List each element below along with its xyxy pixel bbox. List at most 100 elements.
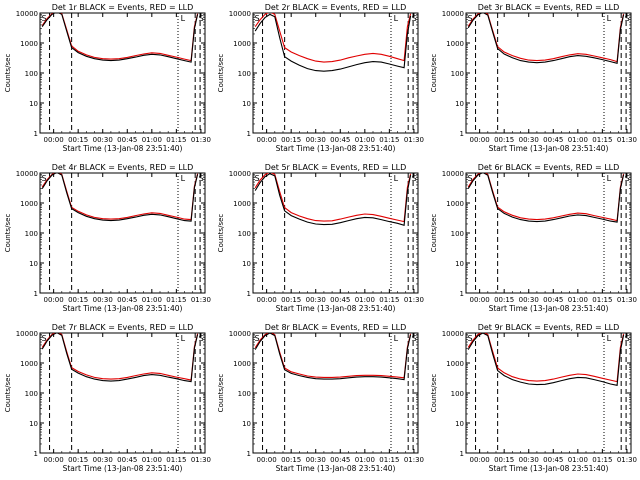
y-axis-label: Counts/sec	[430, 374, 438, 413]
x-tick-label: 01:30	[617, 296, 637, 304]
y-tick-label: 1000	[20, 200, 38, 208]
marker-label-s: S	[199, 334, 204, 343]
marker-label-l: L	[181, 174, 186, 183]
panel-det-7: Det 7r BLACK = Events, RED = LLD 1 10 100 10…	[4, 323, 211, 473]
y-tick-label: 10	[455, 260, 464, 268]
y-tick-label: 100	[25, 390, 38, 398]
x-tick-label: 01:30	[404, 136, 424, 144]
x-tick-label: 01:15	[379, 136, 399, 144]
y-tick-label: 10000	[229, 10, 251, 18]
marker-label-l: L	[181, 14, 186, 23]
x-tick-label: 00:15	[281, 136, 301, 144]
x-tick-label: 01:00	[355, 296, 375, 304]
panel-title: Det 8r BLACK = Events, RED = LLD	[265, 323, 407, 332]
panel-title: Det 9r BLACK = Events, RED = LLD	[478, 323, 620, 332]
x-tick-label: 00:00	[470, 136, 490, 144]
y-tick-label: 100	[238, 390, 251, 398]
series-line-lld	[467, 333, 625, 383]
series-line-lld	[41, 173, 199, 221]
marker-label-s: S	[42, 174, 47, 183]
x-tick-label: 00:15	[281, 456, 301, 464]
y-tick-label: 10	[29, 420, 38, 428]
y-tick-label: 1	[460, 290, 464, 298]
panel-title: Det 1r BLACK = Events, RED = LLD	[52, 3, 194, 12]
y-axis-label: Counts/sec	[217, 214, 225, 253]
y-tick-label: 10000	[442, 170, 464, 178]
y-tick-label: 1000	[233, 40, 251, 48]
x-axis-label: Start Time (13-Jan-08 23:51:40)	[489, 464, 609, 473]
x-tick-label: 01:30	[191, 456, 211, 464]
x-tick-label: 00:30	[93, 296, 113, 304]
x-tick-label: 00:45	[117, 456, 137, 464]
series-line-lld	[254, 333, 412, 379]
plot-frame	[465, 332, 632, 454]
y-tick-label: 100	[238, 230, 251, 238]
y-tick-label: 10000	[229, 170, 251, 178]
panel-title: Det 2r BLACK = Events, RED = LLD	[265, 3, 407, 12]
series-line-lld	[467, 13, 625, 63]
x-axis-label: Start Time (13-Jan-08 23:51:40)	[489, 304, 609, 313]
series-line-events	[254, 13, 412, 72]
marker-label-s: S	[412, 174, 417, 183]
marker-label-s: S	[199, 14, 204, 23]
x-tick-label: 01:30	[404, 456, 424, 464]
panel-det-5: Det 5r BLACK = Events, RED = LLD 1 10 100 10…	[217, 163, 424, 313]
y-tick-label: 100	[451, 390, 464, 398]
x-tick-label: 00:15	[494, 456, 514, 464]
x-tick-label: 00:15	[494, 136, 514, 144]
series-line-lld	[41, 333, 199, 381]
panel-title: Det 5r BLACK = Events, RED = LLD	[265, 163, 407, 172]
x-tick-label: 00:30	[519, 456, 539, 464]
x-tick-label: 00:45	[543, 456, 563, 464]
panel-det-8: Det 8r BLACK = Events, RED = LLD 1 10 100 10…	[217, 323, 424, 473]
x-axis-label: Start Time (13-Jan-08 23:51:40)	[276, 304, 396, 313]
x-tick-label: 00:15	[68, 296, 88, 304]
y-tick-label: 10	[242, 420, 251, 428]
y-tick-label: 1000	[446, 360, 464, 368]
x-tick-label: 01:15	[592, 136, 612, 144]
y-tick-label: 100	[451, 70, 464, 78]
x-axis-label: Start Time (13-Jan-08 23:51:40)	[489, 144, 609, 153]
y-tick-label: 100	[25, 70, 38, 78]
y-tick-label: 10	[455, 420, 464, 428]
marker-label-l: L	[607, 174, 612, 183]
x-tick-label: 01:30	[617, 136, 637, 144]
y-axis-label: Counts/sec	[430, 54, 438, 93]
y-tick-label: 1000	[20, 40, 38, 48]
y-tick-label: 1	[247, 290, 251, 298]
x-tick-label: 00:30	[519, 296, 539, 304]
y-tick-label: 100	[25, 230, 38, 238]
y-tick-label: 1	[34, 290, 38, 298]
x-tick-label: 01:30	[617, 456, 637, 464]
x-axis-label: Start Time (13-Jan-08 23:51:40)	[276, 144, 396, 153]
panel-det-2: Det 2r BLACK = Events, RED = LLD 1 10 100 10…	[217, 3, 424, 153]
x-tick-label: 01:00	[142, 456, 162, 464]
marker-label-s: S	[42, 334, 47, 343]
series-line-events	[467, 333, 625, 386]
y-tick-label: 100	[451, 230, 464, 238]
y-tick-label: 10	[29, 260, 38, 268]
panel-det-1: Det 1r BLACK = Events, RED = LLD 1 10 100 10…	[4, 3, 211, 153]
panel-title: Det 4r BLACK = Events, RED = LLD	[52, 163, 194, 172]
x-tick-label: 00:45	[543, 296, 563, 304]
y-axis-label: Counts/sec	[217, 54, 225, 93]
series-line-events	[254, 173, 412, 227]
x-tick-label: 00:00	[257, 296, 277, 304]
x-tick-label: 01:00	[355, 136, 375, 144]
y-tick-label: 10000	[16, 10, 38, 18]
y-tick-label: 10	[29, 100, 38, 108]
y-tick-label: 100	[238, 70, 251, 78]
x-tick-label: 00:45	[330, 296, 350, 304]
x-tick-label: 00:45	[543, 136, 563, 144]
x-tick-label: 01:30	[404, 296, 424, 304]
marker-label-s: S	[625, 14, 630, 23]
y-axis-label: Counts/sec	[430, 214, 438, 253]
x-tick-label: 01:15	[592, 296, 612, 304]
x-tick-label: 00:15	[68, 456, 88, 464]
series-line-events	[41, 13, 199, 63]
x-tick-label: 01:00	[568, 456, 588, 464]
panel-det-6: Det 6r BLACK = Events, RED = LLD 1 10 100 10…	[430, 163, 637, 313]
marker-label-s: S	[412, 14, 417, 23]
plot-frame	[252, 332, 419, 454]
